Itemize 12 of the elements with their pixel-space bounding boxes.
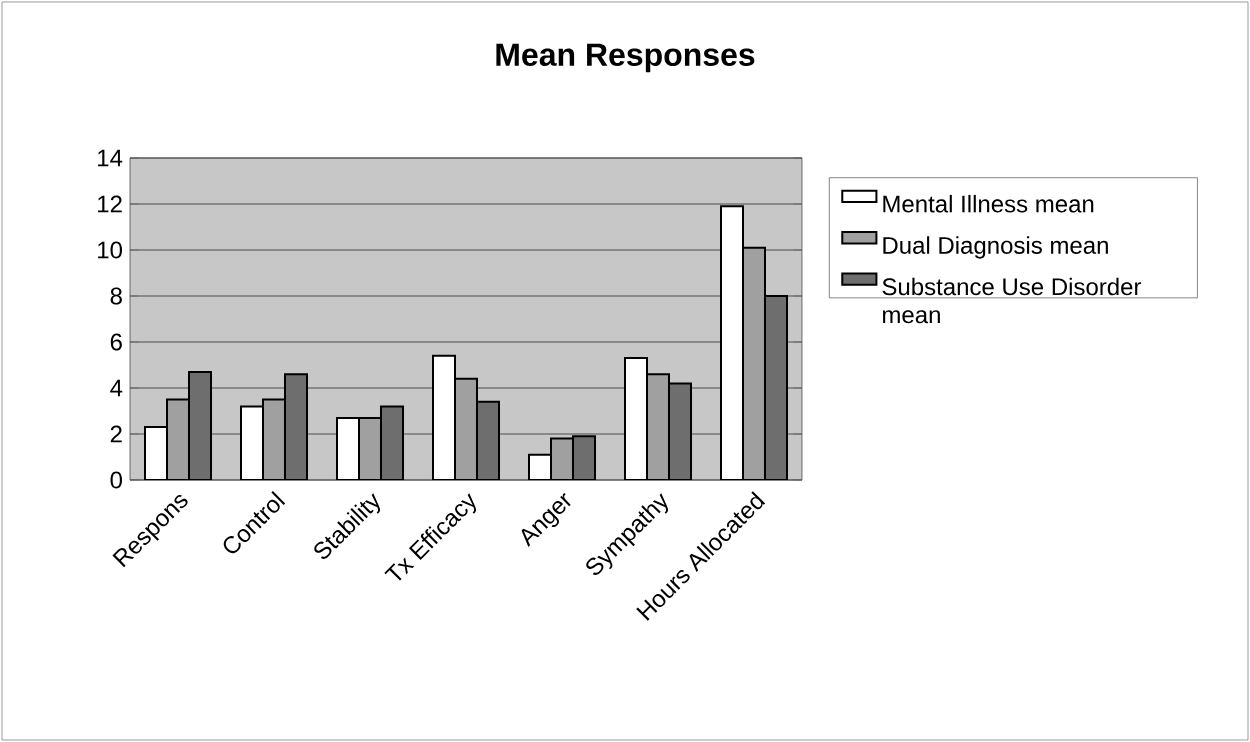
chart-title: Mean Responses: [496, 43, 755, 73]
y-tick-label: 10: [98, 241, 123, 259]
legend-label: Dual Diagnosis mean: [883, 236, 1108, 259]
y-tick-label: 12: [98, 195, 122, 213]
y-tick-label: 2: [110, 425, 122, 443]
y-tick-label: 6: [110, 333, 122, 351]
legend-label: Substance Use Disorder mean: [882, 277, 1142, 324]
y-tick-label: 8: [110, 287, 122, 305]
legend-label: Mental Illness mean: [883, 194, 1094, 213]
y-tick-label: 4: [110, 379, 123, 397]
y-tick-label: 14: [98, 149, 123, 167]
y-tick-label: 0: [110, 471, 123, 489]
